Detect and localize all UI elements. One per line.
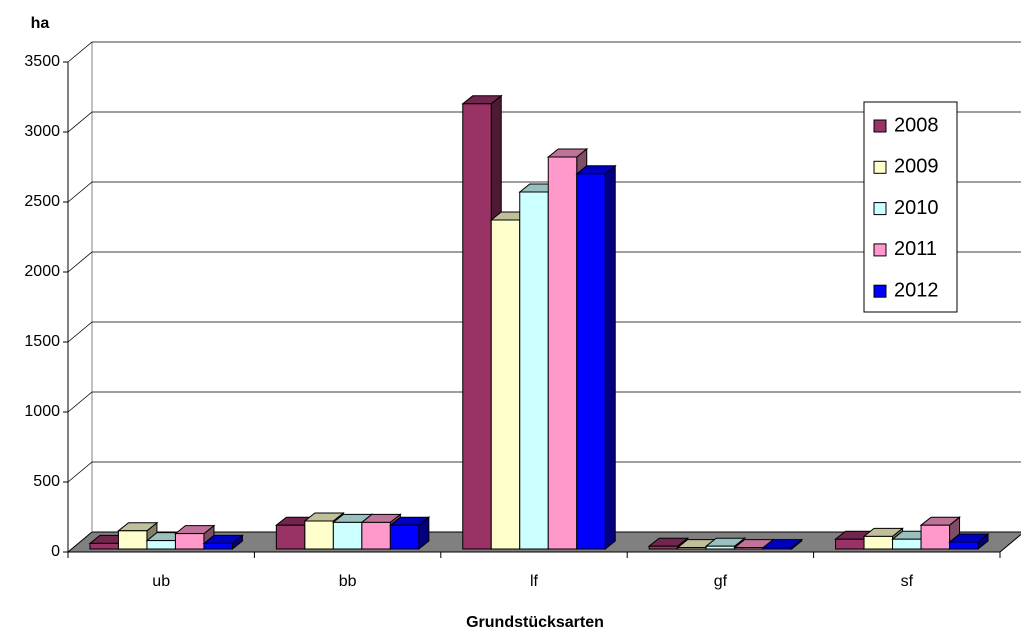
bar <box>705 545 736 550</box>
grid-line <box>67 41 1021 63</box>
bar <box>892 538 922 550</box>
grid-line <box>67 321 1021 343</box>
y-tick-label: 3500 <box>24 53 60 70</box>
bar <box>920 524 951 550</box>
bar <box>835 538 865 550</box>
legend-label: 2010 <box>894 197 939 219</box>
bar-side <box>604 164 616 551</box>
bar <box>203 542 233 550</box>
x-tick-label: lf <box>530 573 539 590</box>
legend-swatch <box>873 284 887 298</box>
legend-swatch <box>873 202 887 216</box>
bar <box>648 545 679 550</box>
legend-swatch <box>873 243 887 257</box>
grid-line <box>67 251 1021 273</box>
grid-line <box>67 111 1021 133</box>
bar <box>734 547 764 550</box>
legend-label: 2009 <box>894 156 939 178</box>
legend-label: 2008 <box>894 114 939 136</box>
legend-label: 2011 <box>894 238 937 260</box>
bar <box>304 520 334 550</box>
bar <box>949 541 979 550</box>
bar <box>174 533 205 550</box>
bar <box>490 219 521 550</box>
bar <box>361 521 391 550</box>
y-tick-label: 1000 <box>24 403 60 420</box>
bar <box>547 156 578 550</box>
bar <box>519 191 549 550</box>
grid-line <box>67 391 1021 413</box>
grid-line <box>67 461 1021 483</box>
y-tick-label: 1500 <box>24 333 60 350</box>
y-tick-label: 2500 <box>24 193 60 210</box>
x-tick-label: bb <box>339 573 357 590</box>
bar <box>863 535 894 550</box>
x-axis-title: Grundstücksarten <box>466 614 604 631</box>
legend-label: 2012 <box>894 279 939 301</box>
y-tick-label: 2000 <box>24 263 60 280</box>
x-tick-label: sf <box>901 573 914 590</box>
bar <box>677 547 707 550</box>
bar <box>117 530 148 550</box>
bar <box>146 540 176 550</box>
bar <box>462 103 492 550</box>
bar <box>576 173 606 550</box>
legend-swatch <box>873 160 887 174</box>
bar <box>89 542 119 550</box>
y-tick-label: 0 <box>51 543 60 560</box>
x-tick-label: ub <box>152 573 170 590</box>
bar <box>762 547 793 550</box>
x-tick-label: gf <box>714 573 728 590</box>
y-tick-label: 3000 <box>24 123 60 140</box>
bar <box>389 524 420 550</box>
legend-swatch <box>873 119 887 133</box>
bar <box>332 521 363 550</box>
bar <box>275 524 306 550</box>
y-tick-label: 500 <box>33 473 60 490</box>
y-axis-title: ha <box>31 15 50 32</box>
grid-line <box>67 181 1021 203</box>
